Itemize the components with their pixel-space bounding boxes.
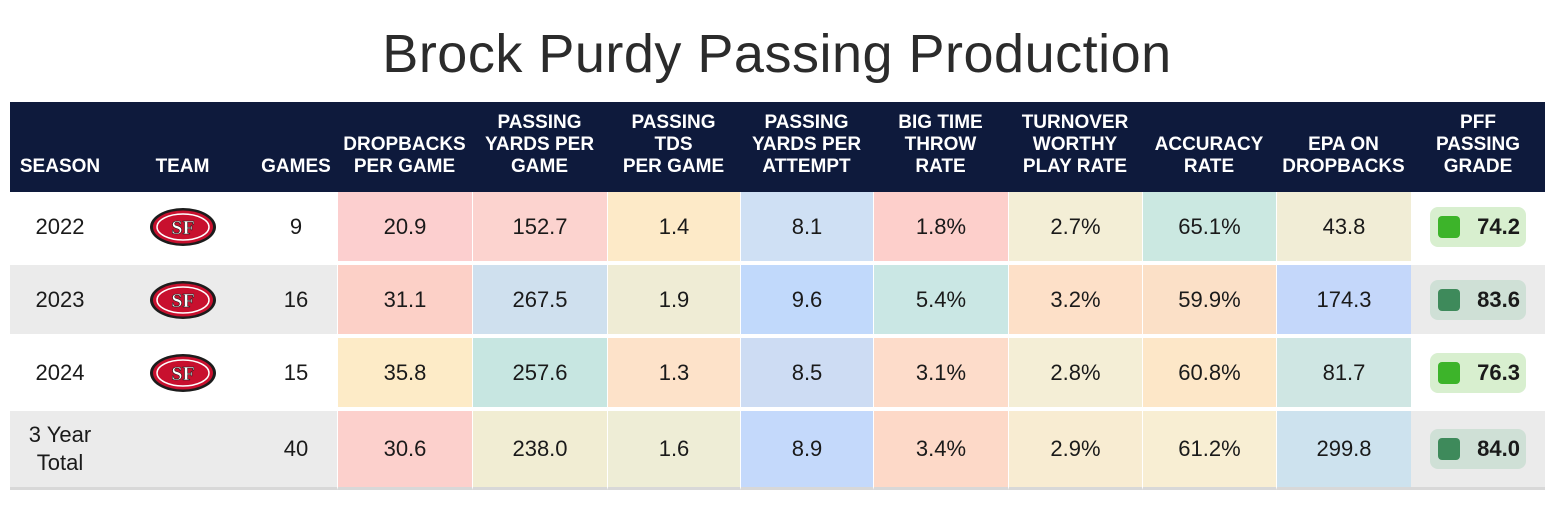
metric-cell: 2.8% — [1008, 338, 1142, 411]
column-header: PASSING YARDS PER GAME — [472, 102, 607, 192]
games-cell: 15 — [255, 338, 337, 411]
table-row: 2022 SF 9 20.9 152.7 1.4 8.1 1.8% 2.7% 65.1% 43.8 7… — [10, 192, 1545, 265]
games-cell: 9 — [255, 192, 337, 265]
column-header: PASSING YARDS PER ATTEMPT — [740, 102, 873, 192]
season-cell: 2022 — [10, 192, 110, 265]
table-row: 2024 SF 15 35.8 257.6 1.3 8.5 3.1% 2.8% 60.8% 81.7… — [10, 338, 1545, 411]
metric-cell: 9.6 — [740, 265, 873, 338]
grade-indicator-icon — [1438, 215, 1460, 238]
column-header: ACCURACY RATE — [1142, 102, 1276, 192]
grade-cell: 83.6 — [1411, 265, 1545, 338]
header-row: SEASON TEAM GAMES DROPBACKS PER GAME PASSING… — [10, 102, 1545, 192]
team-cell: SF — [110, 192, 255, 265]
metric-cell: 60.8% — [1142, 338, 1276, 411]
metric-cell: 1.8% — [873, 192, 1008, 265]
metric-cell: 8.5 — [740, 338, 873, 411]
metric-cell: 20.9 — [337, 192, 472, 265]
metric-cell: 31.1 — [337, 265, 472, 338]
metric-cell: 30.6 — [337, 411, 472, 490]
metric-cell: 61.2% — [1142, 411, 1276, 490]
column-header: DROPBACKS PER GAME — [337, 102, 472, 192]
team-cell — [110, 411, 255, 490]
metric-cell: 238.0 — [472, 411, 607, 490]
metric-cell: 257.6 — [472, 338, 607, 411]
49ers-logo-icon: SF — [149, 353, 217, 393]
column-header: TURNOVER WORTHY PLAY RATE — [1008, 102, 1142, 192]
49ers-logo-icon: SF — [149, 207, 217, 247]
metric-cell: 1.3 — [607, 338, 740, 411]
grade-cell: 76.3 — [1411, 338, 1545, 411]
metric-cell: 2.7% — [1008, 192, 1142, 265]
grade-value: 83.6 — [1477, 286, 1520, 312]
season-cell: 3 Year Total — [10, 411, 110, 490]
grade-indicator-icon — [1438, 288, 1460, 311]
metric-cell: 65.1% — [1142, 192, 1276, 265]
metric-cell: 8.1 — [740, 192, 873, 265]
metric-cell: 1.9 — [607, 265, 740, 338]
metric-cell: 8.9 — [740, 411, 873, 490]
table-row: 2023 SF 16 31.1 267.5 1.9 9.6 5.4% 3.2% 59.9% 174.… — [10, 265, 1545, 338]
table-body: 2022 SF 9 20.9 152.7 1.4 8.1 1.8% 2.7% 65.1% 43.8 7… — [10, 192, 1545, 490]
games-cell: 16 — [255, 265, 337, 338]
grade-badge: 84.0 — [1430, 429, 1526, 469]
season-cell: 2024 — [10, 338, 110, 411]
season-cell: 2023 — [10, 265, 110, 338]
grade-value: 84.0 — [1477, 436, 1520, 461]
metric-cell: 3.2% — [1008, 265, 1142, 338]
column-header: PASSING TDS PER GAME — [607, 102, 740, 192]
49ers-logo-icon: SF — [149, 280, 217, 320]
svg-text:SF: SF — [171, 217, 194, 239]
metric-cell: 1.4 — [607, 192, 740, 265]
metric-cell: 81.7 — [1276, 338, 1411, 411]
metric-cell: 43.8 — [1276, 192, 1411, 265]
grade-cell: 74.2 — [1411, 192, 1545, 265]
grade-badge: 83.6 — [1430, 279, 1526, 320]
stats-table: SEASON TEAM GAMES DROPBACKS PER GAME PASSING… — [10, 102, 1545, 490]
column-header: BIG TIME THROW RATE — [873, 102, 1008, 192]
column-header: PFF PASSING GRADE — [1411, 102, 1545, 192]
svg-text:SF: SF — [171, 363, 194, 385]
team-cell: SF — [110, 338, 255, 411]
team-cell: SF — [110, 265, 255, 338]
grade-badge: 74.2 — [1430, 206, 1526, 247]
grade-indicator-icon — [1438, 438, 1460, 460]
column-header: SEASON — [10, 102, 110, 192]
table-row: 3 Year Total 40 30.6 238.0 1.6 8.9 3.4% 2.9% 61.… — [10, 411, 1545, 490]
column-header: GAMES — [255, 102, 337, 192]
metric-cell: 35.8 — [337, 338, 472, 411]
metric-cell: 2.9% — [1008, 411, 1142, 490]
grade-cell: 84.0 — [1411, 411, 1545, 490]
metric-cell: 3.1% — [873, 338, 1008, 411]
grade-value: 76.3 — [1477, 359, 1520, 385]
grade-indicator-icon — [1438, 361, 1460, 384]
chart-title: Brock Purdy Passing Production — [382, 24, 1172, 84]
metric-cell: 299.8 — [1276, 411, 1411, 490]
metric-cell: 174.3 — [1276, 265, 1411, 338]
games-cell: 40 — [255, 411, 337, 490]
grade-value: 74.2 — [1477, 213, 1520, 239]
grade-badge: 76.3 — [1430, 352, 1526, 393]
column-header: EPA ON DROPBACKS — [1276, 102, 1411, 192]
column-header: TEAM — [110, 102, 255, 192]
metric-cell: 267.5 — [472, 265, 607, 338]
metric-cell: 59.9% — [1142, 265, 1276, 338]
metric-cell: 1.6 — [607, 411, 740, 490]
metric-cell: 152.7 — [472, 192, 607, 265]
svg-text:SF: SF — [171, 290, 194, 312]
metric-cell: 5.4% — [873, 265, 1008, 338]
metric-cell: 3.4% — [873, 411, 1008, 490]
